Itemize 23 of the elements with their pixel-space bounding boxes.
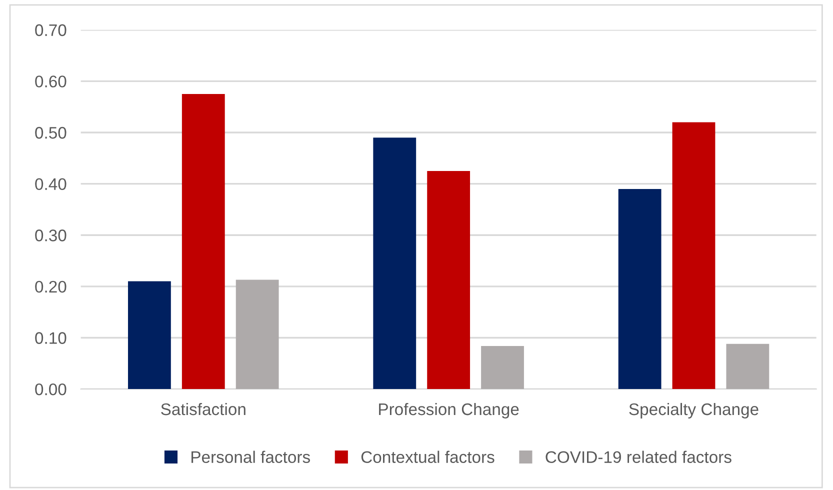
y-tick-label: 0.60 [35,76,66,88]
bar [128,281,171,390]
y-tick-label: 0.70 [35,24,66,36]
bar [236,280,279,390]
legend-label: Personal factors [192,450,310,463]
y-tick-label: 0.00 [35,383,66,396]
bar [672,122,716,390]
bar [618,188,662,390]
bar [427,170,470,390]
bar [182,94,225,390]
legend-label: COVID-19 related factors [546,450,732,463]
x-tick-label: Specialty Change [629,402,758,418]
bar [481,346,524,390]
x-tick-label: Profession Change [379,402,519,418]
y-tick-label: 0.40 [35,178,66,190]
bar [373,138,416,390]
y-tick-label: 0.10 [35,332,66,344]
legend-label: Contextual factors [361,450,494,463]
bar [726,344,770,390]
y-tick-label: 0.20 [35,280,66,293]
y-tick-label: 0.30 [35,230,66,242]
y-tick-label: 0.50 [35,126,66,139]
x-tick-label: Satisfaction [161,402,246,416]
